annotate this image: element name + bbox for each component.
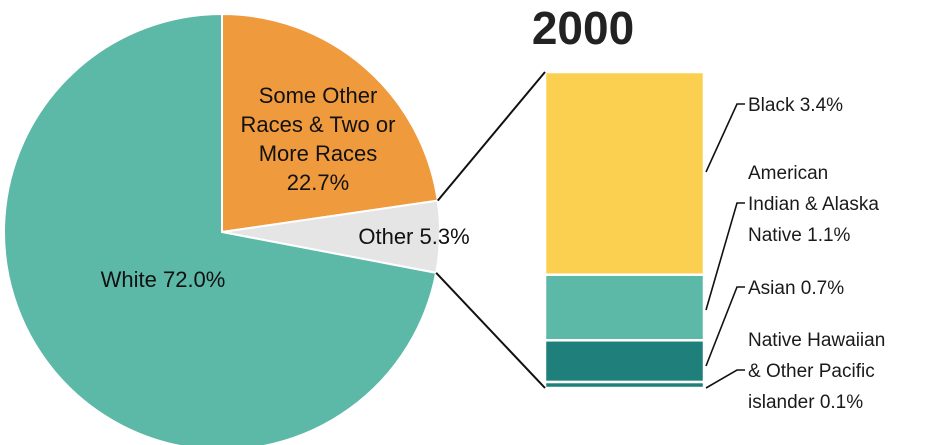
pie-label-other: Other 5.3% [358,224,469,249]
pie-label-white: White 72.0% [101,267,226,292]
bar-leader-native-hawaiian-and-other-pacific-islander [705,369,745,389]
bar-segment-american-indian-and-alaska-native [543,273,706,342]
bar-label-asian: Asian 0.7% [748,278,844,299]
bar-leader-american-indian-and-alaska-native [705,202,745,311]
bar-segment-black [543,70,706,276]
connector-line-top [436,71,546,202]
bar-label-american-indian-and-alaska-native: American Indian & Alaska Native 1.1% [748,163,879,246]
stacked-bar-chart [543,70,706,390]
pie-slice-some-other-races-and-two-or-more-races [221,12,439,234]
pie-slice-white [3,12,438,445]
bar-leader-black [705,103,745,173]
bar-leader-asian [705,286,745,367]
pie-chart [3,12,441,445]
bar-label-black: Black 3.4% [748,95,843,116]
labels: White 72.0% Some Other Races & Two or More … [101,83,886,413]
bar-segment-native-hawaiian-and-other-pacific-islander [543,380,706,390]
connector-lines [435,71,546,389]
connector-line-bottom [435,272,546,389]
bar-segment-asian [543,339,706,384]
chart-title: 2000 [532,2,634,54]
pie-label-some-other-races: Some Other Races & Two or More Races 22.7% [241,83,396,195]
bar-label-native-hawaiian-and-other-pacific-islander: Native Hawaiian & Other Pacific islander 0… [748,330,885,413]
